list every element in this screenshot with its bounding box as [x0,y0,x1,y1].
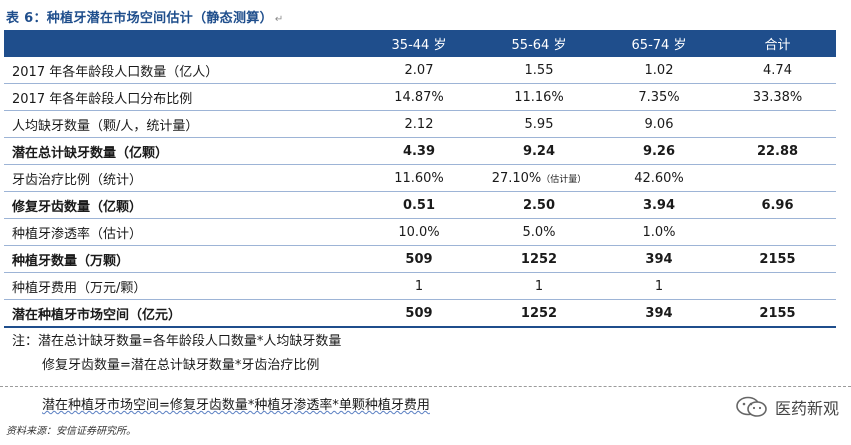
paragraph-mark: ↵ [274,14,284,25]
table-row: 人均缺牙数量（颗/人，统计量） 2.12 5.95 9.06 [4,110,836,138]
table-row: 潜在总计缺牙数量（亿颗） 4.39 9.24 9.26 22.88 [4,137,836,165]
wechat-icon [735,396,769,418]
cell-value: 27.10% [491,170,542,186]
row-label: 种植牙数量（万颗） [4,245,359,273]
row-label: 潜在种植牙市场空间（亿元） [4,299,359,328]
table-row: 潜在种植牙市场空间（亿元） 509 1252 394 2155 [4,299,836,328]
watermark: 医药新观 [735,395,839,419]
cell: 27.10%（估计量） [479,164,599,192]
table-row: 种植牙费用（万元/颗） 1 1 1 [4,272,836,300]
cell: 509 [359,299,479,328]
row-label: 潜在总计缺牙数量（亿颗） [4,137,359,165]
cell: 1.55 [479,57,599,84]
cell: 4.74 [719,57,836,84]
table-row: 牙齿治疗比例（统计） 11.60% 27.10%（估计量） 42.60% [4,164,836,192]
note-line-3: 潜在种植牙市场空间=修复牙齿数量*种植牙渗透率*单颗种植牙费用 [12,394,430,418]
cell: 2.50 [479,191,599,219]
cell-note: （估计量） [541,174,587,185]
table-notes: 注：潜在总计缺牙数量=各年龄段人口数量*人均缺牙数量 修复牙齿数量=潜在总计缺牙… [12,330,341,378]
page-divider [0,386,851,387]
cell: 0.51 [359,191,479,219]
header-cell [4,30,359,57]
cell: 42.60% [599,164,719,192]
cell: 33.38% [719,83,836,111]
cell: 14.87% [359,83,479,111]
row-label: 2017 年各年龄段人口分布比例 [4,83,359,111]
cell: 509 [359,245,479,273]
cell: 9.24 [479,137,599,165]
cell: 394 [599,299,719,328]
header-cell-total: 合计 [719,30,836,57]
table-row: 2017 年各年龄段人口分布比例 14.87% 11.16% 7.35% 33.… [4,83,836,111]
cell: 2.12 [359,110,479,138]
cell: 5.0% [479,218,599,246]
cell: 10.0% [359,218,479,246]
table-row: 种植牙渗透率（估计） 10.0% 5.0% 1.0% [4,218,836,246]
source-note: 资料来源：安信证券研究所。 [6,426,136,437]
cell: 2155 [719,299,836,328]
note-line-3-text: 潜在种植牙市场空间=修复牙齿数量*种植牙渗透率*单颗种植牙费用 [42,398,430,413]
cell: 9.06 [599,110,719,138]
row-label: 种植牙渗透率（估计） [4,218,359,246]
table-row: 种植牙数量（万颗） 509 1252 394 2155 [4,245,836,273]
table-row: 2017 年各年龄段人口数量（亿人） 2.07 1.55 1.02 4.74 [4,57,836,84]
cell: 11.16% [479,83,599,111]
cell: 3.94 [599,191,719,219]
note-line-2: 修复牙齿数量=潜在总计缺牙数量*牙齿治疗比例 [42,358,320,373]
row-label: 2017 年各年龄段人口数量（亿人） [4,57,359,84]
table-header-row: 35-44 岁 55-64 岁 65-74 岁 合计 [4,30,836,57]
cell: 2155 [719,245,836,273]
cell: 4.39 [359,137,479,165]
cell [719,110,836,138]
row-label: 修复牙齿数量（亿颗） [4,191,359,219]
header-cell-55-64: 55-64 岁 [479,30,599,57]
cell: 1 [479,272,599,300]
cell: 9.26 [599,137,719,165]
header-cell-35-44: 35-44 岁 [359,30,479,57]
row-label: 牙齿治疗比例（统计） [4,164,359,192]
table-title-text: 表 6：种植牙潜在市场空间估计（静态测算） [6,11,273,26]
header-cell-65-74: 65-74 岁 [599,30,719,57]
cell: 11.60% [359,164,479,192]
table-title: 表 6：种植牙潜在市场空间估计（静态测算） ↵ [6,7,284,26]
cell: 1.02 [599,57,719,84]
table-notes-continued: 潜在种植牙市场空间=修复牙齿数量*种植牙渗透率*单颗种植牙费用 [12,394,430,418]
cell: 5.95 [479,110,599,138]
watermark-text: 医药新观 [774,399,839,418]
cell: 1.0% [599,218,719,246]
cell: 6.96 [719,191,836,219]
market-size-table: 35-44 岁 55-64 岁 65-74 岁 合计 2017 年各年龄段人口数… [4,30,836,328]
cell: 22.88 [719,137,836,165]
cell: 1 [359,272,479,300]
table-row: 修复牙齿数量（亿颗） 0.51 2.50 3.94 6.96 [4,191,836,219]
cell [719,218,836,246]
note-line-1: 注：潜在总计缺牙数量=各年龄段人口数量*人均缺牙数量 [12,334,342,349]
row-label: 种植牙费用（万元/颗） [4,272,359,300]
cell [719,272,836,300]
cell: 1252 [479,245,599,273]
cell [719,164,836,192]
row-label: 人均缺牙数量（颗/人，统计量） [4,110,359,138]
cell: 2.07 [359,57,479,84]
cell: 1 [599,272,719,300]
cell: 394 [599,245,719,273]
cell: 1252 [479,299,599,328]
cell: 7.35% [599,83,719,111]
